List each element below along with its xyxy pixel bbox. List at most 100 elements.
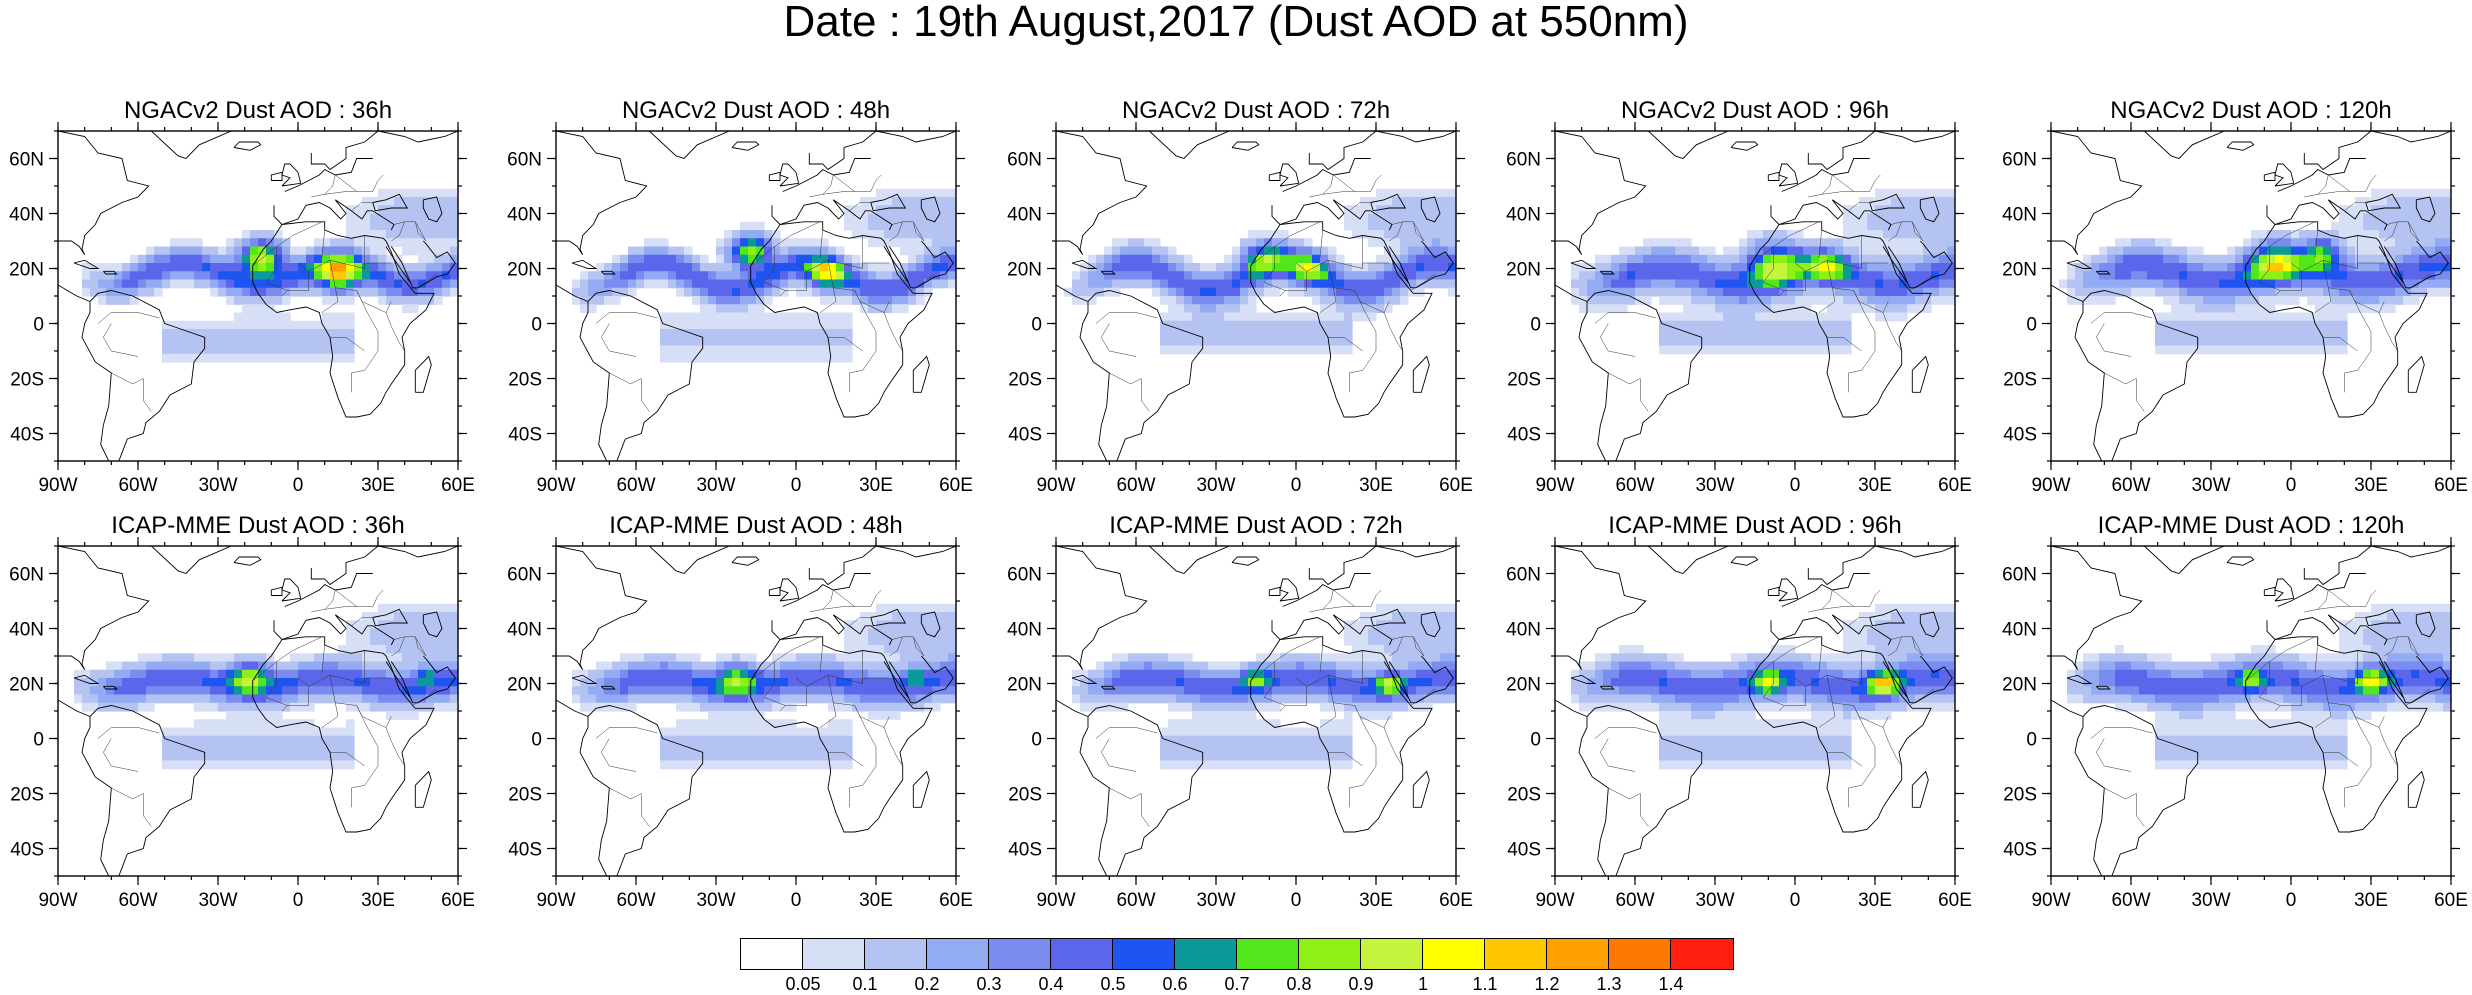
- y-tick-label: 40N: [9, 205, 44, 226]
- y-tick-label: 0: [33, 730, 44, 751]
- y-tick-label: 20S: [10, 785, 44, 806]
- x-tick-label: 60E: [1938, 475, 1972, 496]
- panel-title: NGACv2 Dust AOD : 120h: [2110, 97, 2392, 124]
- colorbar-label: 1.4: [1658, 974, 1684, 994]
- y-tick-label: 20S: [1507, 785, 1541, 806]
- panel-title: NGACv2 Dust AOD : 72h: [1121, 97, 1391, 124]
- x-tick-label: 30E: [361, 890, 395, 911]
- y-tick-label: 20N: [9, 675, 44, 696]
- map-panel: NGACv2 Dust AOD : 96h 90W 60W 30W 0 30E 60E 60N…: [1497, 88, 1973, 518]
- colorbar-label: 1.2: [1534, 974, 1560, 994]
- y-tick-label: 20N: [1506, 675, 1541, 696]
- country-borders: [97, 589, 437, 827]
- colorbar-label: 0.2: [914, 974, 940, 994]
- panel-title: NGACv2 Dust AOD : 36h: [123, 97, 393, 124]
- x-tick-label: 30E: [2354, 475, 2388, 496]
- country-borders: [97, 174, 437, 412]
- colorbar-label: 0.05: [785, 974, 821, 994]
- map-panel: NGACv2 Dust AOD : 120h 90W 60W 30W 0 30E 60E 60…: [1993, 88, 2469, 518]
- x-tick-label: 90W: [1036, 475, 1075, 496]
- map-panel: NGACv2 Dust AOD : 72h 90W 60W 30W 0 30E 60E 60N…: [998, 88, 1474, 518]
- y-tick-label: 0: [33, 315, 44, 336]
- coastlines: [1056, 131, 1456, 461]
- y-tick-label: 0: [1530, 315, 1541, 336]
- x-tick-label: 0: [1790, 475, 1801, 496]
- country-borders: [2090, 174, 2430, 412]
- y-tick-label: 40N: [1007, 205, 1042, 226]
- colorbar-swatch: [1113, 939, 1175, 969]
- x-tick-label: 0: [1291, 890, 1302, 911]
- aod-field: [572, 188, 956, 363]
- dust-aod-map: 90W 60W 30W 0 30E 60E 60N 40N 20N 0 20S 40S: [1506, 537, 1972, 911]
- dust-aod-map: 90W 60W 30W 0 30E 60E 60N 40N 20N 0 20S 40S: [2002, 122, 2468, 496]
- panel-title: ICAP-MME Dust AOD : 48h: [609, 512, 903, 539]
- colorbar-swatch: [1547, 939, 1609, 969]
- y-tick-label: 40S: [2003, 840, 2037, 861]
- y-tick-label: 60N: [1007, 150, 1042, 171]
- panel-title: NGACv2 Dust AOD : 48h: [621, 97, 891, 124]
- country-borders: [1095, 589, 1435, 827]
- aod-field: [572, 603, 956, 770]
- y-tick-label: 20S: [2003, 785, 2037, 806]
- y-tick-label: 60N: [1007, 565, 1042, 586]
- x-tick-label: 30W: [1196, 890, 1235, 911]
- x-tick-label: 30E: [859, 890, 893, 911]
- y-tick-label: 40N: [507, 620, 542, 641]
- x-tick-label: 30W: [198, 475, 237, 496]
- y-tick-label: 40N: [1007, 620, 1042, 641]
- y-tick-label: 20N: [507, 675, 542, 696]
- coastlines: [556, 131, 956, 461]
- x-tick-label: 0: [2286, 890, 2297, 911]
- map-panel: ICAP-MME Dust AOD : 120h 90W 60W 30W 0 30E 60E…: [1993, 503, 2469, 933]
- coastlines: [556, 546, 956, 876]
- colorbar-label: 0.8: [1286, 974, 1312, 994]
- country-borders: [595, 174, 935, 412]
- map-panel: ICAP-MME Dust AOD : 96h 90W 60W 30W 0 30E 60E 6…: [1497, 503, 1973, 933]
- x-tick-label: 60W: [616, 475, 655, 496]
- colorbar-swatch: [1361, 939, 1423, 969]
- colorbar-swatch: [989, 939, 1051, 969]
- x-tick-label: 60E: [2434, 475, 2468, 496]
- y-tick-label: 0: [1031, 730, 1042, 751]
- axes: 90W 60W 30W 0 30E 60E 60N 40N 20N 0 20S 40S: [1506, 122, 1972, 496]
- coastlines: [1555, 131, 1955, 461]
- x-tick-label: 60W: [2111, 890, 2150, 911]
- y-tick-label: 60N: [2002, 565, 2037, 586]
- panel-title: ICAP-MME Dust AOD : 96h: [1608, 512, 1902, 539]
- x-tick-label: 60E: [1439, 890, 1473, 911]
- coastlines: [1056, 546, 1456, 876]
- y-tick-label: 60N: [1506, 565, 1541, 586]
- y-tick-label: 20S: [1008, 370, 1042, 391]
- x-tick-label: 90W: [38, 475, 77, 496]
- y-tick-label: 40N: [9, 620, 44, 641]
- x-tick-label: 60E: [939, 890, 973, 911]
- aod-field: [1072, 603, 1456, 770]
- axes: 90W 60W 30W 0 30E 60E 60N 40N 20N 0 20S 40S: [507, 122, 973, 496]
- y-tick-label: 60N: [507, 565, 542, 586]
- x-tick-label: 60E: [939, 475, 973, 496]
- y-tick-label: 60N: [507, 150, 542, 171]
- y-tick-label: 40S: [2003, 425, 2037, 446]
- y-tick-label: 40S: [508, 840, 542, 861]
- colorbar-label: 0.3: [976, 974, 1002, 994]
- y-tick-label: 40N: [1506, 620, 1541, 641]
- x-tick-label: 60E: [1439, 475, 1473, 496]
- x-tick-label: 60W: [118, 890, 157, 911]
- colorbar-swatch: [1175, 939, 1237, 969]
- y-tick-label: 40S: [1507, 840, 1541, 861]
- map-panel: ICAP-MME Dust AOD : 72h 90W 60W 30W 0 30E 60E 6…: [998, 503, 1474, 933]
- dust-aod-map: 90W 60W 30W 0 30E 60E 60N 40N 20N 0 20S 40S: [2002, 537, 2468, 911]
- x-tick-label: 30W: [1695, 890, 1734, 911]
- dust-aod-map: 90W 60W 30W 0 30E 60E 60N 40N 20N 0 20S 40S: [1007, 537, 1473, 911]
- y-tick-label: 40S: [1008, 840, 1042, 861]
- y-tick-label: 20N: [2002, 260, 2037, 281]
- country-borders: [2090, 589, 2430, 827]
- y-tick-label: 20S: [508, 785, 542, 806]
- map-panel: ICAP-MME Dust AOD : 48h 90W 60W 30W 0 30E 60E 6…: [498, 503, 974, 933]
- country-borders: [1095, 174, 1435, 412]
- y-tick-label: 60N: [1506, 150, 1541, 171]
- x-tick-label: 30E: [859, 475, 893, 496]
- country-borders: [595, 589, 935, 827]
- y-tick-label: 40S: [10, 425, 44, 446]
- colorbar-swatch: [1299, 939, 1361, 969]
